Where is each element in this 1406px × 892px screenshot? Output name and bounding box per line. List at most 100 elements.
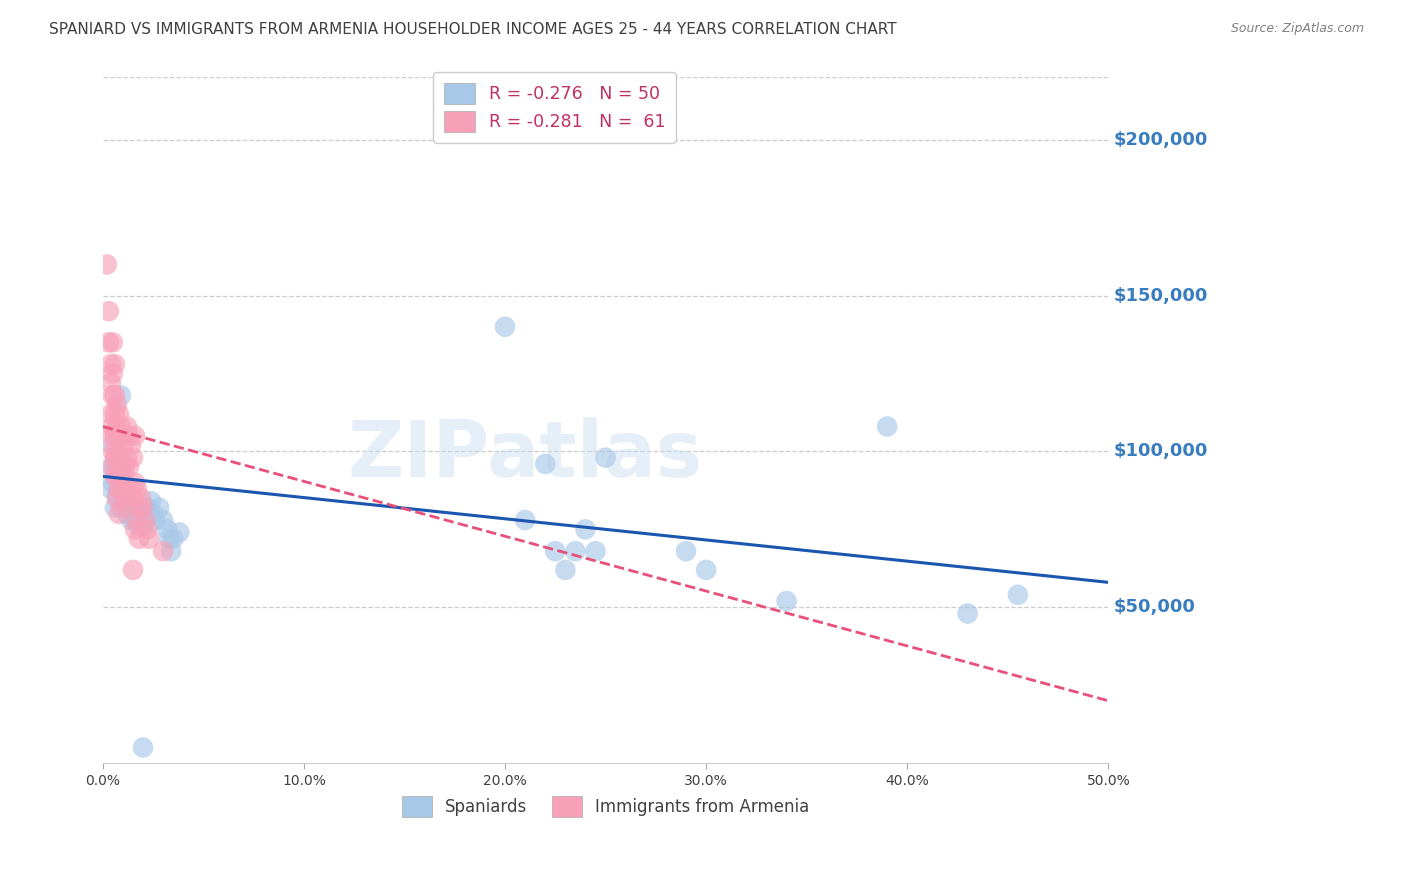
Point (101, 475, 124, 490)
Point (100, 376, 122, 390)
Point (104, 500, 127, 515)
Point (108, 507, 131, 521)
Point (152, 544, 174, 558)
Point (101, 444, 124, 458)
Point (108, 429, 131, 443)
Point (104, 407, 127, 421)
Point (124, 429, 146, 443)
Point (554, 563, 576, 577)
Point (100, 460, 122, 475)
Point (104, 429, 127, 443)
Point (104, 450, 127, 465)
Point (585, 544, 607, 558)
Point (876, 419, 898, 434)
Point (108, 407, 131, 421)
Text: Source: ZipAtlas.com: Source: ZipAtlas.com (1230, 22, 1364, 36)
Point (122, 450, 145, 465)
Point (111, 469, 134, 483)
Point (104, 388, 127, 402)
Point (152, 513, 174, 527)
Point (148, 500, 170, 515)
Point (139, 494, 162, 508)
Point (160, 544, 183, 558)
Legend: Spaniards, Immigrants from Armenia: Spaniards, Immigrants from Armenia (395, 789, 817, 823)
Point (156, 522, 179, 536)
Point (118, 500, 141, 515)
Text: $100,000: $100,000 (1114, 442, 1208, 460)
Point (105, 491, 128, 506)
Point (115, 482, 138, 496)
Point (105, 450, 128, 465)
Point (111, 460, 134, 475)
Point (96, 257, 118, 271)
Text: SPANIARD VS IMMIGRANTS FROM ARMENIA HOUSEHOLDER INCOME AGES 25 - 44 YEARS CORREL: SPANIARD VS IMMIGRANTS FROM ARMENIA HOUS… (49, 22, 897, 37)
Point (125, 507, 148, 521)
Point (122, 563, 145, 577)
Point (114, 460, 136, 475)
Point (157, 532, 180, 546)
Point (534, 457, 557, 471)
Point (136, 522, 159, 536)
Point (122, 491, 145, 506)
Point (125, 513, 148, 527)
Point (100, 357, 122, 371)
Point (138, 532, 160, 546)
Text: $200,000: $200,000 (1114, 131, 1208, 149)
Point (114, 429, 136, 443)
Point (114, 491, 136, 506)
Point (105, 469, 128, 483)
Point (574, 522, 596, 536)
Point (104, 469, 127, 483)
Point (544, 544, 567, 558)
Text: $150,000: $150,000 (1114, 286, 1208, 304)
Point (108, 482, 131, 496)
Point (124, 513, 146, 527)
Point (134, 500, 156, 515)
Point (111, 500, 134, 515)
Point (101, 367, 124, 381)
Point (124, 475, 146, 490)
Point (105, 419, 128, 434)
Point (100, 482, 122, 496)
Point (129, 513, 152, 527)
Point (115, 450, 138, 465)
Point (110, 500, 132, 515)
Point (132, 519, 155, 533)
Point (675, 544, 697, 558)
Point (115, 507, 138, 521)
Point (101, 335, 124, 350)
Point (105, 398, 128, 412)
Point (120, 513, 142, 527)
Text: ZIPatlas: ZIPatlas (347, 417, 703, 492)
Point (97, 304, 120, 318)
Point (128, 532, 150, 546)
Point (136, 500, 159, 515)
Point (128, 519, 150, 533)
Point (132, 740, 155, 755)
Point (132, 500, 155, 515)
Point (115, 419, 138, 434)
Point (101, 419, 124, 434)
Point (104, 357, 127, 371)
Point (956, 607, 979, 621)
Point (118, 429, 141, 443)
Text: $50,000: $50,000 (1114, 599, 1195, 616)
Point (110, 419, 132, 434)
Point (167, 525, 190, 540)
Point (595, 450, 617, 465)
Point (110, 388, 132, 402)
Point (494, 319, 516, 334)
Point (105, 488, 128, 502)
Point (100, 429, 122, 443)
Point (695, 563, 717, 577)
Point (125, 482, 148, 496)
Point (129, 491, 152, 506)
Point (128, 500, 150, 515)
Point (142, 507, 165, 521)
Point (124, 522, 146, 536)
Point (118, 460, 141, 475)
Point (104, 460, 127, 475)
Point (100, 407, 122, 421)
Point (105, 444, 128, 458)
Point (108, 460, 131, 475)
